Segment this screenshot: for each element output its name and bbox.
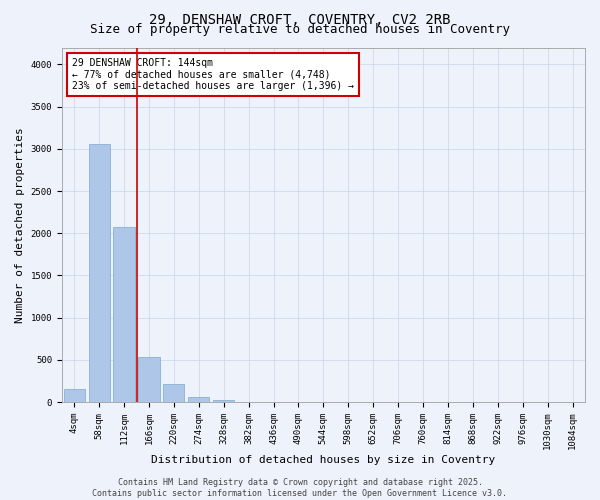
Bar [64, 390, 85, 402]
Bar [213, 400, 235, 402]
X-axis label: Distribution of detached houses by size in Coventry: Distribution of detached houses by size … [151, 455, 496, 465]
Bar [188, 396, 209, 402]
Text: Contains HM Land Registry data © Crown copyright and database right 2025.
Contai: Contains HM Land Registry data © Crown c… [92, 478, 508, 498]
Text: 29 DENSHAW CROFT: 144sqm
← 77% of detached houses are smaller (4,748)
23% of sem: 29 DENSHAW CROFT: 144sqm ← 77% of detach… [72, 58, 354, 92]
Bar [113, 227, 134, 402]
Text: Size of property relative to detached houses in Coventry: Size of property relative to detached ho… [90, 22, 510, 36]
Bar [163, 384, 184, 402]
Bar [139, 358, 160, 402]
Text: 29, DENSHAW CROFT, COVENTRY, CV2 2RB: 29, DENSHAW CROFT, COVENTRY, CV2 2RB [149, 12, 451, 26]
Bar [89, 144, 110, 402]
Y-axis label: Number of detached properties: Number of detached properties [15, 127, 25, 322]
